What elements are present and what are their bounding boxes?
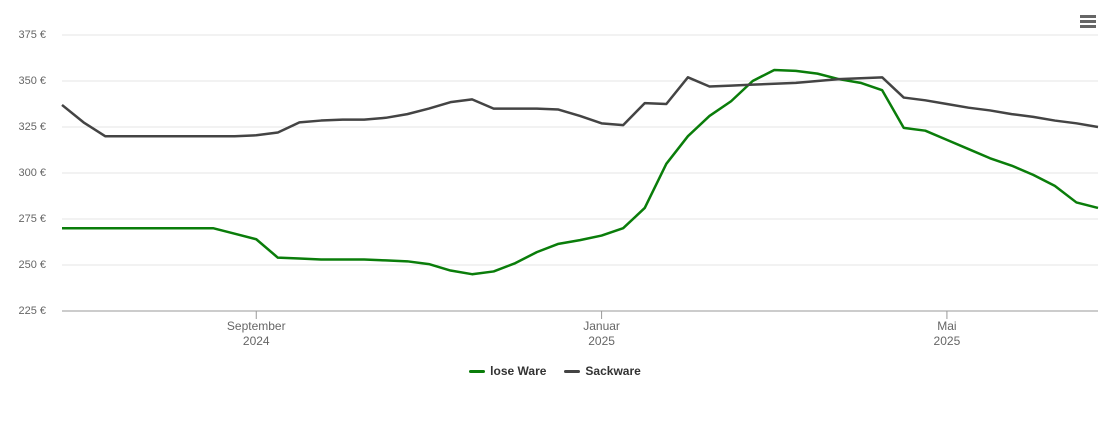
x-tick-label: Mai 2025 [933,319,961,348]
x-tick-label: September 2024 [226,319,286,348]
y-tick-label: 325 € [18,121,46,133]
legend-swatch [564,370,581,374]
menu-bar[interactable] [1080,25,1096,28]
y-tick-label: 300 € [18,167,46,179]
legend-label: lose Ware [490,364,547,378]
y-tick-label: 375 € [18,29,46,41]
legend-item[interactable]: lose Ware [469,364,546,378]
y-tick-label: 225 € [18,305,46,317]
legend-swatch [469,370,486,374]
y-tick-label: 250 € [18,259,46,271]
series-line [61,76,1099,138]
series-line [62,68,1099,276]
legend-item[interactable]: Sackware [564,364,641,378]
menu-bar[interactable] [1080,20,1096,23]
legend: lose Ware Sackware [0,364,1110,378]
menu-icon[interactable] [1080,15,1096,28]
y-tick-label: 275 € [18,213,46,225]
x-tick-label: Januar 2025 [583,319,620,348]
legend-label: Sackware [585,364,641,378]
menu-bar[interactable] [1080,15,1096,18]
y-tick-label: 350 € [18,75,46,87]
